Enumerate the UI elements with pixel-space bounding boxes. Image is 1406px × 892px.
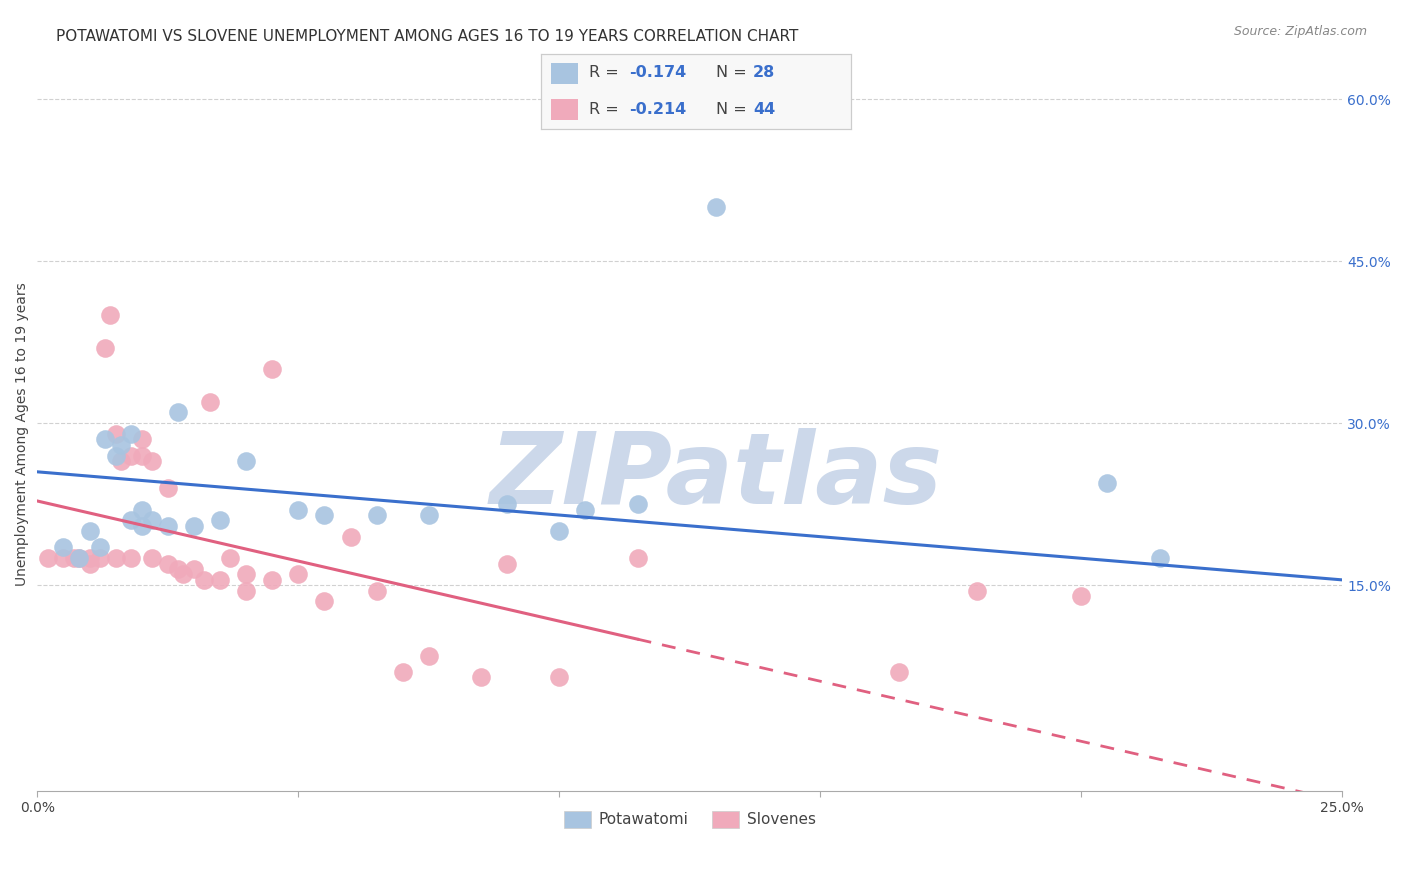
Point [1149,551,1171,566]
Text: N =: N = [716,65,752,80]
Point [94,341,117,355]
Point [418,508,440,522]
Point [131,449,153,463]
Text: R =: R = [589,102,624,117]
Text: 28: 28 [754,65,776,80]
Point [79,551,101,566]
Point [626,551,648,566]
Text: R =: R = [589,65,624,80]
Point [120,513,142,527]
Point [141,454,163,468]
Point [183,519,205,533]
Point [79,557,101,571]
Y-axis label: Unemployment Among Ages 16 to 19 years: Unemployment Among Ages 16 to 19 years [15,282,30,586]
Point [966,583,988,598]
Point [104,551,127,566]
Point [287,567,309,582]
Point [470,670,492,684]
Point [548,524,571,539]
Point [167,405,190,419]
Text: N =: N = [716,102,752,117]
Point [626,497,648,511]
Point [548,670,571,684]
Point [141,551,163,566]
Point [574,502,596,516]
Point [173,567,195,582]
Point [198,394,221,409]
Point [120,551,142,566]
Point [131,433,153,447]
Point [37,551,59,566]
Text: -0.174: -0.174 [630,65,686,80]
Point [887,665,910,679]
Point [120,449,142,463]
Text: Source: ZipAtlas.com: Source: ZipAtlas.com [1233,25,1367,38]
Point [1070,589,1092,603]
Point [366,583,388,598]
Point [235,583,257,598]
Point [89,551,111,566]
Point [110,454,132,468]
Point [208,573,231,587]
Text: -0.214: -0.214 [630,102,686,117]
Point [366,508,388,522]
Point [79,524,101,539]
Point [100,308,122,322]
Point [104,427,127,442]
Point [391,665,413,679]
Point [235,567,257,582]
Point [339,530,361,544]
Point [131,502,153,516]
Point [704,200,727,214]
Point [52,541,75,555]
Point [183,562,205,576]
Point [89,541,111,555]
Point [314,508,336,522]
Point [262,362,284,376]
Point [418,648,440,663]
Point [193,573,215,587]
Point [94,433,117,447]
Point [208,513,231,527]
Point [120,427,142,442]
Point [67,551,90,566]
Text: POTAWATOMI VS SLOVENE UNEMPLOYMENT AMONG AGES 16 TO 19 YEARS CORRELATION CHART: POTAWATOMI VS SLOVENE UNEMPLOYMENT AMONG… [56,29,799,44]
Point [235,454,257,468]
Point [314,594,336,608]
FancyBboxPatch shape [551,62,578,84]
Point [262,573,284,587]
Point [156,557,179,571]
Point [63,551,86,566]
Point [67,551,90,566]
Point [167,562,190,576]
Point [156,481,179,495]
FancyBboxPatch shape [551,99,578,120]
Point [156,519,179,533]
Point [1097,475,1119,490]
Point [131,519,153,533]
Point [52,551,75,566]
Point [496,497,519,511]
Point [110,438,132,452]
Point [104,449,127,463]
Text: ZIPatlas: ZIPatlas [489,428,942,525]
Text: 44: 44 [754,102,776,117]
Legend: Potawatomi, Slovenes: Potawatomi, Slovenes [558,805,823,834]
Point [141,513,163,527]
Point [219,551,242,566]
Point [496,557,519,571]
Point [287,502,309,516]
